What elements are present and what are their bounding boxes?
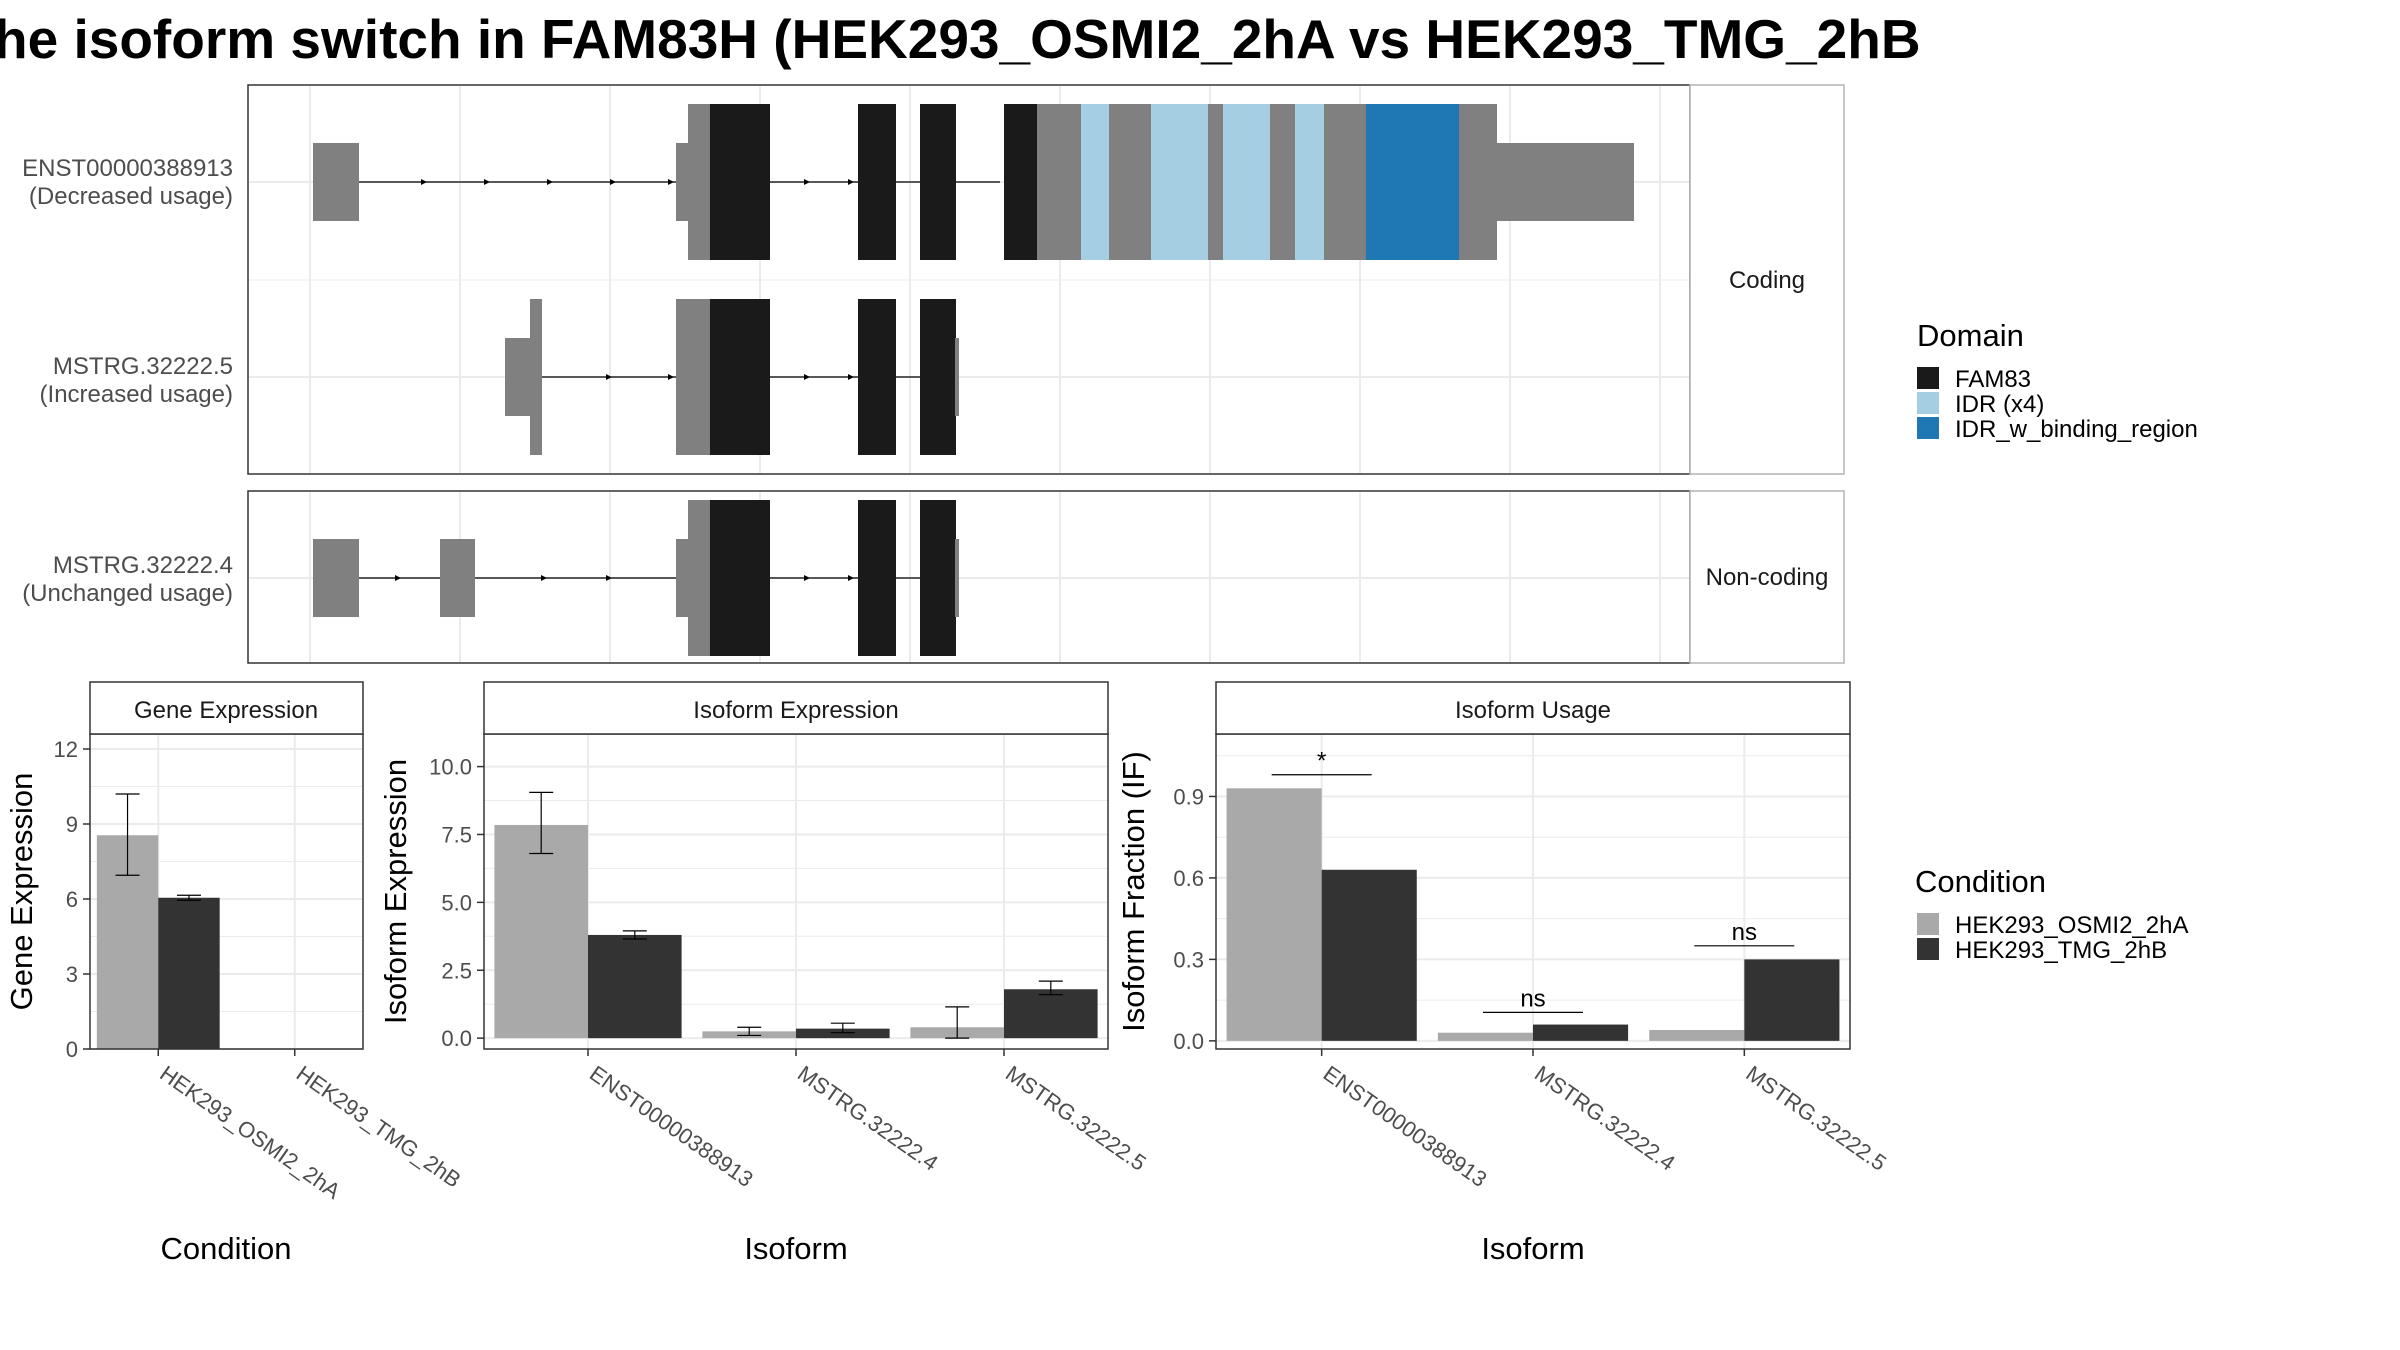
x-axis-title: Isoform [1481,1231,1584,1266]
y-tick-label: 9 [66,812,78,837]
y-tick-label: 0.9 [1173,784,1204,809]
isoform-usage-mstrg-32222-4: (Unchanged usage) [22,580,233,607]
legend-swatch-idr-binding [1917,417,1939,439]
chart-1: 0.0 2.5 5.0 7.5 10.0 Isoform Expression ENST00… [378,681,1151,1266]
chart-strip-label: Isoform Usage [1455,697,1611,724]
y-tick-label: 10.0 [429,755,472,780]
y-axis-title: Isoform Fraction (IF) [1116,751,1151,1032]
chart-strip-label: Isoform Expression [693,697,898,724]
bar [588,934,682,1039]
legend-swatch-fam83 [1917,367,1939,389]
x-tick-label: MSTRG.32222.4 [793,1061,943,1176]
chart-strip [89,681,364,735]
legend-label-tmg: HEK293_TMG_2hB [1955,937,2167,964]
x-axis-title: Condition [161,1231,292,1266]
bar [494,824,588,1039]
significance-label: ns [1520,985,1545,1012]
isoform-usage-enst00000388913: (Decreased usage) [29,183,233,210]
legend-label-osmi2: HEK293_OSMI2_2hA [1955,912,2188,939]
legend-condition: Condition HEK293_OSMI2_2hA HEK293_TMG_2h… [1915,864,2188,964]
isoform-label-enst00000388913: ENST00000388913 [22,155,233,182]
isoform-label-mstrg-32222-4: MSTRG.32222.4 [53,552,233,579]
isoform-track-mstrg-32222-4 [313,500,959,656]
y-tick-label: 2.5 [441,958,472,983]
y-tick-label: 6 [66,887,78,912]
y-axis-title: Isoform Expression [378,759,413,1024]
y-tick-label: 12 [54,737,78,762]
legend-domain-title: Domain [1917,318,2024,353]
x-tick-label: ENST00000388913 [1319,1061,1492,1192]
strip-label-coding: Coding [1729,267,1805,294]
strip-label-noncoding: Non-coding [1706,564,1829,591]
isoform-label-mstrg-32222-5: MSTRG.32222.5 [53,353,233,380]
legend-label-idr-binding: IDR_w_binding_region [1955,416,2198,443]
y-tick-label: 5.0 [441,890,472,915]
legend-label-idr: IDR (x4) [1955,391,2044,418]
legend-swatch-idr [1917,392,1939,414]
strip-noncoding [1689,490,1845,664]
bar [1321,869,1417,1041]
chart-strip [483,681,1109,735]
x-tick-label: MSTRG.32222.5 [1001,1061,1151,1176]
bar [1437,1032,1533,1041]
bar [1533,1024,1629,1041]
significance-label: ns [1732,919,1757,946]
isoform-usage-mstrg-32222-5: (Increased usage) [40,381,233,408]
x-tick-label: MSTRG.32222.5 [1741,1061,1891,1176]
x-tick-label: MSTRG.32222.4 [1530,1061,1680,1176]
y-tick-label: 3 [66,962,78,987]
legend-label-fam83: FAM83 [1955,366,2031,393]
bar [1004,989,1098,1039]
x-tick-label: ENST00000388913 [585,1061,758,1192]
y-tick-label: 7.5 [441,822,472,847]
strip-coding [1689,84,1845,475]
y-axis-title: Gene Expression [4,773,39,1011]
legend-swatch-tmg [1917,938,1939,960]
isoform-track-mstrg-32222-5 [505,299,959,455]
significance-label: * [1317,748,1326,775]
legend-swatch-osmi2 [1917,913,1939,935]
chart-2: 0.0 0.3 0.6 0.9 * ns ns Isoform Usage ENST000003… [1116,681,1891,1266]
chart-strip-label: Gene Expression [134,697,318,724]
legend-condition-title: Condition [1915,864,2046,899]
chart-strip [1215,681,1851,735]
y-tick-label: 0.6 [1173,866,1204,891]
isoform-track-enst00000388913 [313,104,1634,260]
x-axis-title: Isoform [744,1231,847,1266]
y-tick-label: 0.3 [1173,947,1204,972]
legend-domain: Domain FAM83 IDR (x4) IDR_w_binding_regi… [1917,318,2198,443]
bar [1649,1029,1745,1041]
y-tick-label: 0.0 [1173,1029,1204,1054]
bar [796,1028,890,1039]
figure-title: he isoform switch in FAM83H (HEK293_OSMI… [0,8,1921,70]
y-tick-label: 0.0 [441,1026,472,1051]
bar [1744,959,1840,1041]
y-tick-label: 0 [66,1037,78,1062]
bar [1226,788,1322,1041]
bar [158,897,220,1049]
